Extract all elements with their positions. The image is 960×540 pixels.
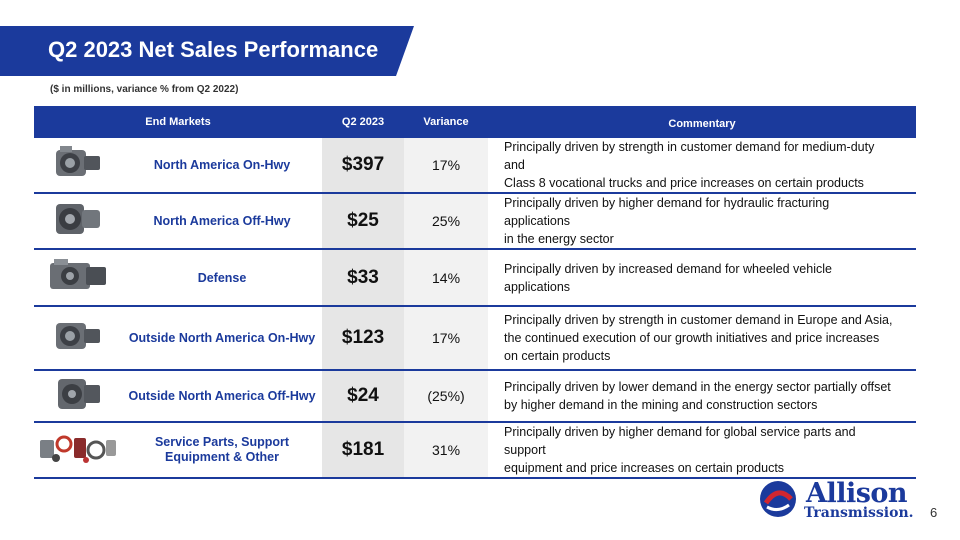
transmission-image [34, 306, 122, 371]
variance-value: 31% [404, 422, 489, 479]
table-row: Outside North America On-Hwy $123 17% Pr… [34, 306, 917, 371]
commentary-line: Principally driven by increased demand f… [504, 261, 832, 294]
commentary-line: Principally driven by strength in custom… [504, 140, 875, 172]
q2-value: $181 [322, 422, 405, 479]
market-label: North America On-Hwy [122, 138, 323, 194]
logo-wordmark-allison: Allison [806, 478, 908, 509]
variance-value: 17% [404, 306, 489, 371]
commentary-cell: Principally driven by higher demand for … [488, 193, 917, 250]
market-label: Defense [122, 249, 323, 307]
market-label: North America Off-Hwy [122, 193, 323, 250]
header-q2: Q2 2023 [322, 106, 405, 138]
variance-value: 14% [404, 249, 489, 307]
market-label: Service Parts, Support Equipment & Other [122, 422, 323, 479]
title-banner [0, 26, 414, 76]
commentary-line: Principally driven by strength in custom… [504, 313, 893, 327]
market-label-line: Equipment & Other [165, 450, 279, 464]
table-header-row: End Markets Q2 2023 Variance Commentary [34, 106, 917, 138]
header-commentary: Commentary [488, 106, 917, 138]
commentary-line: on certain products [504, 349, 611, 363]
commentary-line: in the energy sector [504, 232, 614, 246]
commentary-cell: Principally driven by strength in custom… [488, 138, 917, 194]
header-end-markets: End Markets [34, 106, 323, 138]
allison-logo-icon [760, 481, 796, 517]
commentary-line: Principally driven by higher demand for … [504, 425, 856, 457]
q2-value: $24 [322, 370, 405, 423]
market-label: Outside North America Off-Hwy [122, 370, 323, 423]
commentary-cell: Principally driven by higher demand for … [488, 422, 917, 479]
logo-wordmark-transmission: Transmission. [804, 505, 914, 521]
q2-value: $123 [322, 306, 405, 371]
commentary-line: the continued execution of our growth in… [504, 331, 880, 345]
transmission-image [34, 370, 122, 423]
market-label-line: Service Parts, Support [154, 435, 290, 449]
page-number: 6 [930, 505, 938, 520]
market-label: Outside North America On-Hwy [122, 306, 323, 371]
subtitle: ($ in millions, variance % from Q2 2022) [50, 84, 239, 95]
transmission-image [34, 249, 122, 307]
variance-value: 25% [404, 193, 489, 250]
transmission-image [34, 193, 122, 250]
table-row: Service Parts, Support Equipment & Other… [34, 422, 917, 479]
table-row: North America Off-Hwy $25 25% Principall… [34, 193, 917, 250]
net-sales-table: End Markets Q2 2023 Variance Commentary … [34, 106, 917, 479]
q2-value: $397 [322, 138, 405, 194]
commentary-cell: Principally driven by lower demand in th… [488, 370, 917, 423]
transmission-image [34, 138, 122, 194]
variance-value: 17% [404, 138, 489, 194]
header-variance: Variance [404, 106, 489, 138]
page-title: Q2 2023 Net Sales Performance [48, 37, 379, 62]
commentary-cell: Principally driven by strength in custom… [488, 306, 917, 371]
commentary-line: by higher demand in the mining and const… [504, 398, 818, 412]
service-parts-image [34, 422, 122, 479]
commentary-cell: Principally driven by increased demand f… [488, 249, 917, 307]
table-row: North America On-Hwy $397 17% Principall… [34, 138, 917, 194]
q2-value: $25 [322, 193, 405, 250]
q2-value: $33 [322, 249, 405, 307]
commentary-line: Principally driven by higher demand for … [504, 196, 830, 228]
variance-value: (25%) [404, 370, 489, 423]
commentary-line: Principally driven by lower demand in th… [504, 380, 891, 394]
table-row: Outside North America Off-Hwy $24 (25%) … [34, 370, 917, 423]
table-row: Defense $33 14% Principally driven by in… [34, 249, 917, 307]
commentary-line: Class 8 vocational trucks and price incr… [504, 176, 864, 190]
commentary-line: equipment and price increases on certain… [504, 461, 785, 475]
